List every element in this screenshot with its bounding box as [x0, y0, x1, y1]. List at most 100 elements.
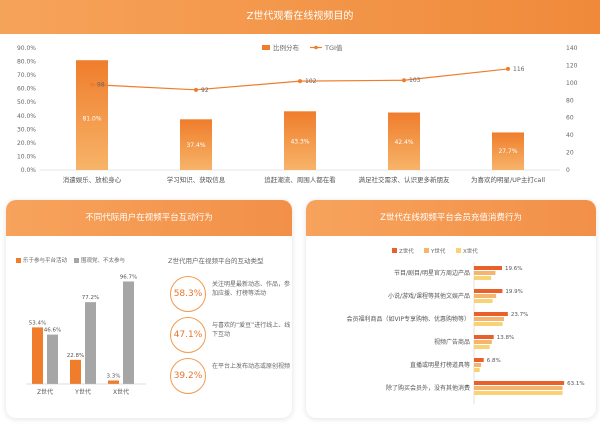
tgi-point: [506, 66, 510, 71]
x-category-label: 追赶潮流、周围人都在看: [264, 175, 336, 184]
hbar-3: [474, 322, 503, 326]
left-panel-title: 不同代际用户在视频平台互动行为: [6, 200, 292, 236]
x-category-label: X世代: [113, 388, 129, 396]
interaction-pct-2: 47.1%: [170, 317, 206, 353]
y2-tick-label: 40: [566, 132, 574, 139]
tgi-point: [402, 78, 406, 83]
legend-item-active: 乐于参与平台活动: [16, 258, 67, 264]
hbar-1: [474, 358, 484, 362]
bar-active-2: [70, 359, 81, 384]
x-category-label: Z世代: [37, 388, 53, 396]
row-category-label: 节目/剧目/明星官方周边产品: [394, 269, 470, 277]
y-tick-label: 60.0%: [17, 86, 36, 93]
bar-value-label: 42.4%: [394, 139, 413, 146]
row-category-label: 直播或明星打榜道具等: [410, 361, 470, 369]
y-tick-label: 70.0%: [17, 72, 36, 79]
legend-line-marker: [314, 45, 318, 50]
tgi-point: [90, 82, 94, 87]
hbar-value-label: 63.1%: [567, 381, 584, 387]
hbar-1: [474, 266, 502, 270]
interaction-types-title: Z世代用户在视频平台的互动类型: [168, 257, 264, 265]
hbar-1: [474, 335, 494, 339]
x-category-label: Y世代: [74, 388, 91, 396]
top-combo-chart: 0.0% 10.0% 20.0% 30.0% 40.0% 50.0% 60.0% 70.0% 8…: [17, 43, 578, 184]
left-panel: 不同代际用户在视频平台互动行为 乐于参与平台活动 围观党、不太参与 53.4% 4…: [6, 200, 292, 418]
bar-active-label: 22.8%: [67, 353, 84, 359]
hbar-value-label: 13.8%: [497, 335, 514, 341]
row-category-label: 会员福利商品（如VIP专享购物、优惠购物等）: [347, 315, 471, 323]
y-tick-label: 50.0%: [17, 99, 36, 106]
y-tick-label: 40.0%: [17, 113, 36, 120]
y-tick-label: 90.0%: [17, 45, 36, 52]
bar-value-label: 27.7%: [498, 148, 517, 155]
generation-bar-chart: 53.4% 46.6% Z世代 22.8% 77.2% Y世代 3.3% 96.7% X世代: [26, 274, 146, 396]
legend-swatch: [392, 248, 397, 253]
hbar-3: [474, 368, 480, 372]
hbar-2: [474, 317, 504, 321]
bar-passive-label: 46.6%: [44, 328, 61, 334]
hbar-2: [474, 271, 496, 275]
y2-tick-label: 60: [566, 115, 574, 122]
tgi-value-label: 116: [513, 66, 525, 73]
bar-3: [284, 111, 316, 170]
row-category-label: 视频广告商品: [434, 338, 470, 346]
bar-2: [180, 119, 212, 170]
hbar-2: [474, 340, 492, 344]
x-category-label: 学习知识、获取信息: [167, 175, 226, 184]
row-category-label: 除了购买会员外，没有其他消费: [386, 384, 470, 392]
tgi-point: [194, 87, 198, 92]
legend-line-label: TGI值: [324, 43, 343, 52]
bar-value-label: 81.0%: [82, 116, 101, 123]
tgi-value-label: 92: [201, 87, 209, 94]
legend-item-passive: 围观党、不太参与: [74, 258, 125, 264]
legend-bar-label: 比例分布: [273, 43, 300, 52]
hbar-1: [474, 381, 565, 385]
y-tick-label: 30.0%: [17, 126, 36, 133]
bar-5: [492, 132, 524, 170]
bar-active-3: [108, 380, 119, 384]
hbar-2: [474, 363, 482, 367]
hbar-1: [474, 312, 508, 316]
legend-label: X世代: [463, 247, 478, 255]
hbar-3: [474, 299, 493, 303]
tgi-value-label: 102: [305, 78, 317, 85]
page-title: Z世代观看在线视频目的: [246, 11, 354, 22]
bar-passive-label: 96.7%: [120, 274, 137, 280]
interaction-pct-3: 39.2%: [170, 358, 206, 394]
hbar-3: [474, 391, 563, 395]
interaction-text-1: 关注明星最新动态、作品，参加应援、打榜等活动: [212, 281, 291, 297]
left-legend: 乐于参与平台活动 围观党、不太参与: [16, 256, 125, 264]
hbar-value-label: 19.9%: [505, 289, 522, 295]
interaction-text-3: 在平台上发布动态或原创视频: [212, 363, 291, 370]
legend-label: Y世代: [430, 247, 446, 255]
bar-passive-2: [85, 302, 96, 384]
hbar-2: [474, 386, 563, 390]
y2-tick-label: 140: [566, 45, 578, 52]
y-tick-label: 20.0%: [17, 140, 36, 147]
bar-passive-1: [47, 334, 58, 384]
right-panel: Z世代在线视频平台会员充值消费行为 Z世代 Y世代 X世代 节目/剧目/明星官方周边产…: [306, 200, 596, 418]
x-category-label: 消遣娱乐、放松身心: [63, 175, 122, 184]
hbar-value-label: 23.7%: [511, 312, 528, 318]
bar-value-label: 37.4%: [186, 142, 205, 149]
y2-tick-label: 120: [566, 62, 578, 69]
legend-swatch: [424, 248, 429, 253]
x-category-label: 满足社交需求、认识更多新朋友: [359, 175, 451, 184]
hbar-value-label: 6.8%: [487, 358, 501, 364]
x-category-label: 为喜欢的明星/UP主打call: [471, 175, 545, 184]
tgi-point: [298, 79, 302, 84]
y-tick-label: 80.0%: [17, 59, 36, 66]
y-tick-label: 0.0%: [21, 167, 37, 174]
legend-label: Z世代: [399, 247, 414, 255]
y2-tick-label: 80: [566, 97, 574, 104]
bar-passive-3: [123, 281, 134, 384]
hbar-value-label: 19.6%: [505, 266, 522, 272]
hbar-1: [474, 289, 503, 293]
bar-4: [388, 112, 420, 170]
hbar-2: [474, 294, 497, 298]
bar-1: [76, 60, 108, 171]
bar-active-1: [32, 327, 43, 384]
bar-passive-label: 77.2%: [82, 295, 99, 301]
interaction-text-2: 与喜欢的“爱豆”进行线上、线下互动: [212, 322, 291, 338]
bar-value-label: 43.3%: [290, 139, 309, 146]
